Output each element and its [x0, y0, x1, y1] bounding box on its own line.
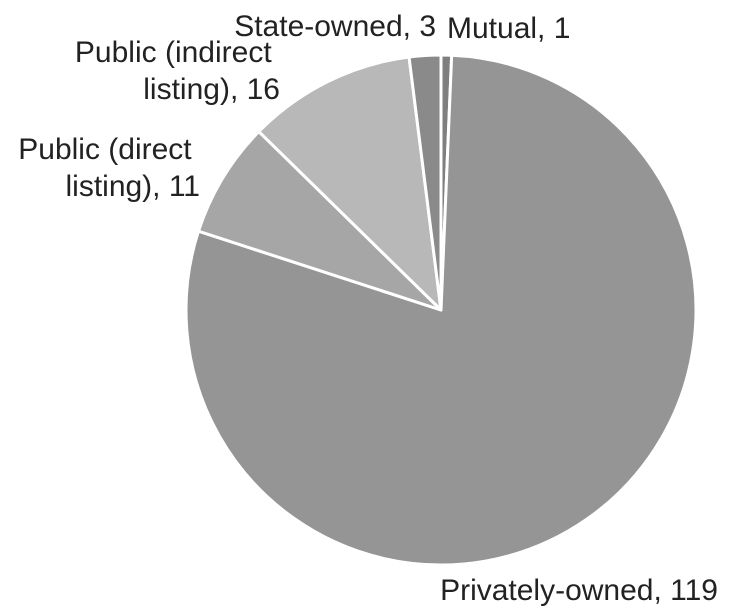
pie-slice-state-owned	[407, 53, 443, 312]
pie-slices	[184, 53, 698, 567]
label-privately-owned: Privately-owned, 119	[440, 574, 718, 607]
label-mutual: Mutual, 1	[447, 12, 570, 45]
pie-slice-public-direct-listing	[196, 130, 443, 312]
label-mutual-line-1: Mutual, 1	[447, 12, 570, 45]
label-state-owned: State-owned, 3	[234, 10, 436, 43]
label-privately-owned-line-1: Privately-owned, 119	[440, 574, 718, 607]
label-public-indirect-line-1: Public (indirect	[75, 36, 272, 69]
label-public-direct-listing: Public (direct listing), 11	[18, 133, 200, 203]
label-public-direct-line-2: listing), 11	[65, 170, 200, 203]
pie-labels: Mutual, 1 Privately-owned, 119 Public (d…	[18, 10, 718, 607]
label-public-indirect-line-2: listing), 16	[143, 73, 280, 106]
pie-slice-public-indirect-listing	[257, 55, 443, 312]
label-public-indirect-listing: Public (indirect listing), 16	[75, 36, 280, 106]
label-public-direct-line-1: Public (direct	[18, 133, 192, 166]
label-state-owned-line-1: State-owned, 3	[234, 10, 436, 43]
